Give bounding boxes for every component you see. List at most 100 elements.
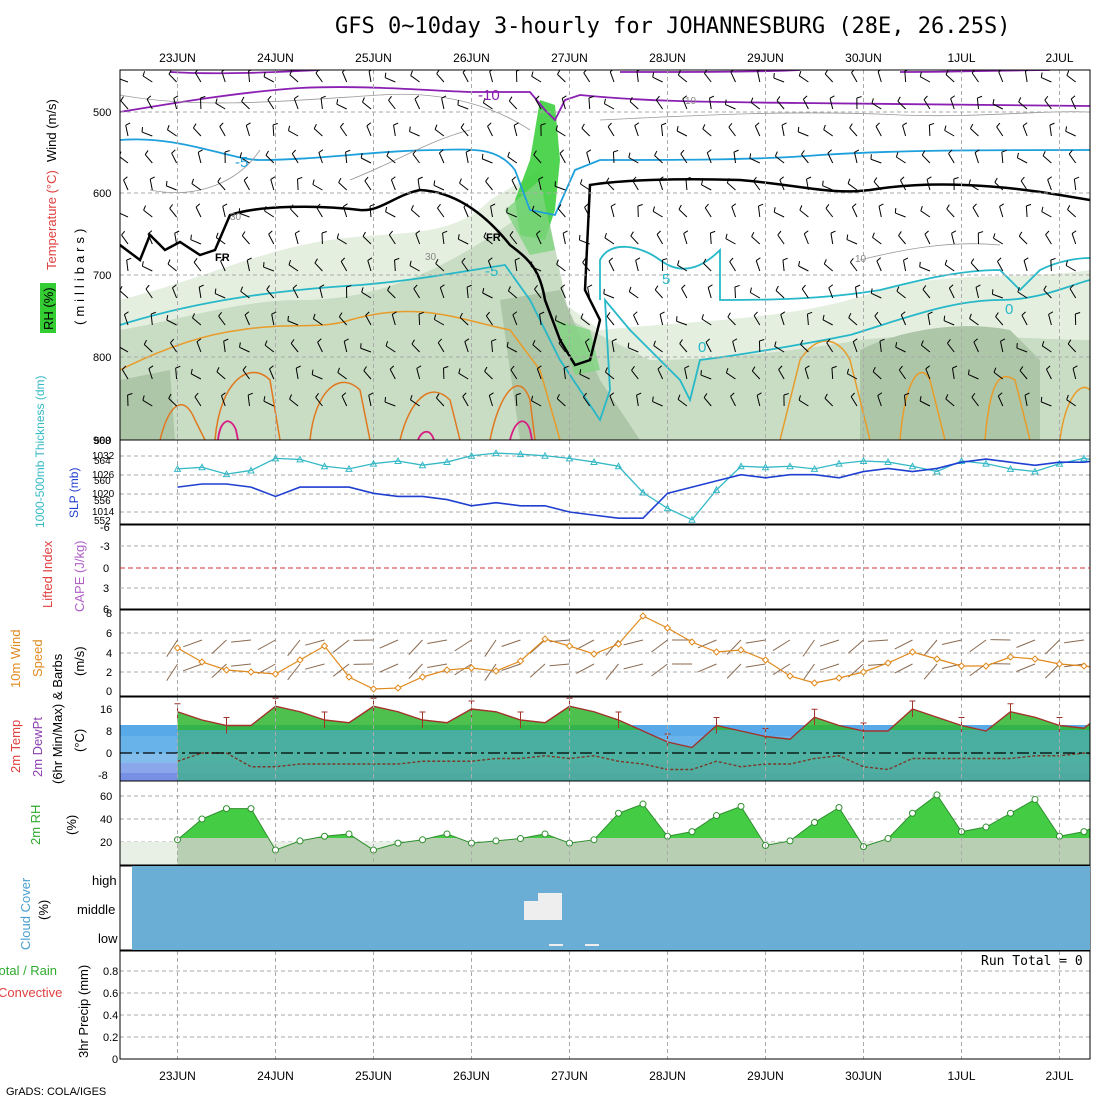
upper-wind-barb [657,368,664,380]
upper-wind-barb [362,235,372,245]
upper-wind-barb-flag [224,150,230,153]
cloud-panel: high middle low Cloud Cover (%) [18,865,1091,951]
upper-wind-barb [653,345,663,353]
upper-wind-barb-flag [895,342,898,348]
w10-tick-8: 8 [106,608,112,620]
upper-wind-barb [360,347,372,353]
thickness-point [957,456,966,464]
upper-wind-barb [361,291,372,299]
upper-wind-barb [535,99,542,110]
surface-wind-barb [529,639,546,654]
upper-wind-barb-flag [1065,126,1068,132]
upper-wind-barb-flag [681,284,686,289]
upper-wind-barb-flag [702,258,707,264]
upper-wind-barb [149,179,153,191]
upper-wind-barb [582,262,591,272]
upper-wind-barb [271,314,275,326]
upper-wind-barb [168,73,177,83]
upper-wind-barb-flag [949,284,954,289]
upper-wind-barb-flag [1001,149,1007,153]
upper-wind-barb [491,340,493,353]
upper-wind-barb-flag [508,96,513,102]
upper-wind-barb-flag [755,257,761,262]
wind10m-point [418,673,427,681]
date-label-bottom: 1JUL [947,1069,975,1083]
upper-wind-barb [465,152,469,164]
upper-wind-barb [243,180,250,191]
upper-wind-barb-flag [222,203,228,207]
upper-wind-barb-flag [272,122,278,126]
upper-wind-barb [1019,370,1028,380]
upper-wind-barb-flag [121,365,127,370]
upper-wind-barb-flag [463,203,469,208]
upper-wind-barb-flag [263,71,266,77]
upper-wind-barb [555,319,566,326]
upper-wind-barb-flag [710,230,716,234]
upper-wind-barb-flag [484,366,488,372]
surface-wind-barb [848,639,864,654]
upper-wind-barb [781,125,785,137]
upper-wind-barb [943,320,955,326]
upper-wind-barb [946,208,955,218]
upper-wind-barb-flag [1045,230,1050,236]
wind10m-point [1055,660,1064,668]
upper-wind-barb [120,290,129,299]
upper-wind-barb-flag [361,97,365,103]
upper-wind-barb-flag [972,203,977,208]
thickness-point [639,488,647,496]
date-label-bottom: 25JUN [355,1069,392,1083]
rh-tick-40: 40 [100,814,112,826]
upper-wind-barb-flag [680,149,685,155]
upper-wind-barb [530,266,542,272]
upper-wind-barb [539,314,542,326]
surface-wind-barb [941,639,962,645]
upper-wind-barb-flag [369,203,375,207]
rh2m-point [688,828,696,836]
upper-wind-barb-flag [830,230,836,234]
upper-wind-barb-flag [149,176,155,180]
upper-wind-barb [555,129,566,137]
upper-wind-barb [190,373,202,380]
upper-wind-barb-flag [239,342,241,348]
slp-tick-1020: 1020 [92,489,115,500]
wind10m-point [1006,653,1015,661]
upper-wind-barb-flag [604,232,607,239]
upper-wind-barb-flag [559,149,564,154]
upper-ylabel-wind: Wind (m/s) [44,99,59,162]
upper-wind-barb [922,289,931,299]
upper-wind-barb [580,317,591,326]
upper-wind-barb-flag [244,311,250,316]
upper-wind-barb [755,260,761,272]
cloud-patch-middle-top [538,893,562,902]
upper-wind-barb [394,259,396,272]
thick-tick-560: 560 [94,476,111,487]
precip-ylabel-a: Total / Rain [0,963,57,978]
upper-wind-barb [775,155,785,164]
upper-wind-barb-flag [751,231,755,237]
upper-wind-barb [701,184,712,191]
upper-wind-barb-flag [970,123,974,129]
wind10m-point [933,655,941,663]
upper-wind-barb-flag [532,340,536,345]
upper-ylabel-temp: Temperature (°C) [44,170,59,270]
slp-panel: 568 564 560 556 552 1032 1026 1020 1014 … [33,375,1091,528]
upper-wind-barb-flag [214,288,217,294]
upper-wind-barb-flag [875,122,880,127]
upper-wind-barb [997,261,1004,272]
upper-wind-barb-flag [290,204,294,210]
upper-wind-barb [385,211,396,218]
surface-wind-barb [257,663,276,675]
upper-wind-barb [612,151,615,164]
upper-wind-barb [142,75,153,83]
upper-wind-barb [1073,179,1077,191]
upper-wind-barb [463,206,469,218]
contour-label-5: 5 [662,271,670,288]
upper-wind-barb [1066,74,1077,83]
upper-wind-barb-flag [997,257,1002,262]
upper-wind-barb-flag [264,206,267,212]
upper-wind-barb [800,343,809,353]
upper-wind-barb-flag [290,339,295,344]
upper-wind-barb [948,287,955,299]
upper-wind-barb-flag [365,311,370,316]
